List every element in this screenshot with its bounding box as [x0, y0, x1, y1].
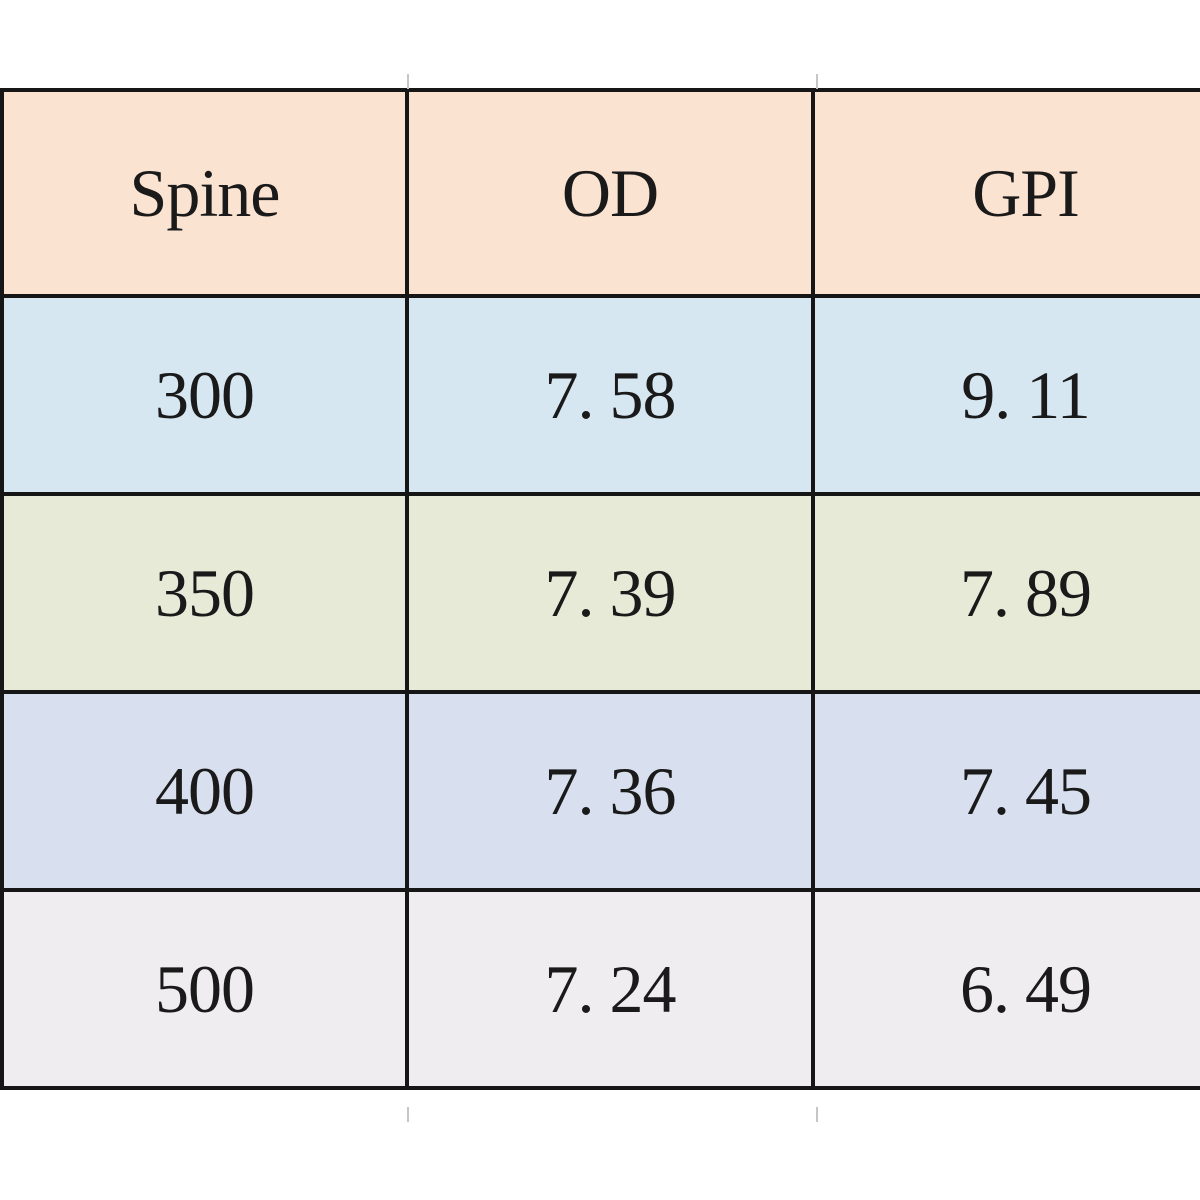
header-cell-od: OD: [405, 88, 815, 298]
table-row: 300 7. 58 9. 11: [0, 294, 1200, 496]
cell-gpi-400: 7. 45: [811, 690, 1200, 892]
cell-gpi-350: 7. 89: [811, 492, 1200, 694]
cell-gpi-300: 9. 11: [811, 294, 1200, 496]
gridline-stub: [407, 74, 409, 89]
cell-spine-500: 500: [0, 888, 409, 1090]
table-row: 400 7. 36 7. 45: [0, 690, 1200, 892]
table-row: 500 7. 24 6. 49: [0, 888, 1200, 1090]
header-cell-spine: Spine: [0, 88, 409, 298]
cell-spine-400: 400: [0, 690, 409, 892]
cell-gpi-500: 6. 49: [811, 888, 1200, 1090]
cell-spine-300: 300: [0, 294, 409, 496]
header-row: Spine OD GPI: [0, 88, 1200, 298]
spine-spec-table: Spine OD GPI 300 7. 58 9. 11 350 7. 39 7…: [0, 88, 1200, 1090]
gridline-stub: [816, 74, 818, 89]
gridline-stub: [816, 1107, 818, 1122]
cell-od-500: 7. 24: [405, 888, 815, 1090]
cell-od-300: 7. 58: [405, 294, 815, 496]
cell-spine-350: 350: [0, 492, 409, 694]
cell-od-350: 7. 39: [405, 492, 815, 694]
cell-od-400: 7. 36: [405, 690, 815, 892]
header-cell-gpi: GPI: [811, 88, 1200, 298]
table-row: 350 7. 39 7. 89: [0, 492, 1200, 694]
gridline-stub: [407, 1107, 409, 1122]
